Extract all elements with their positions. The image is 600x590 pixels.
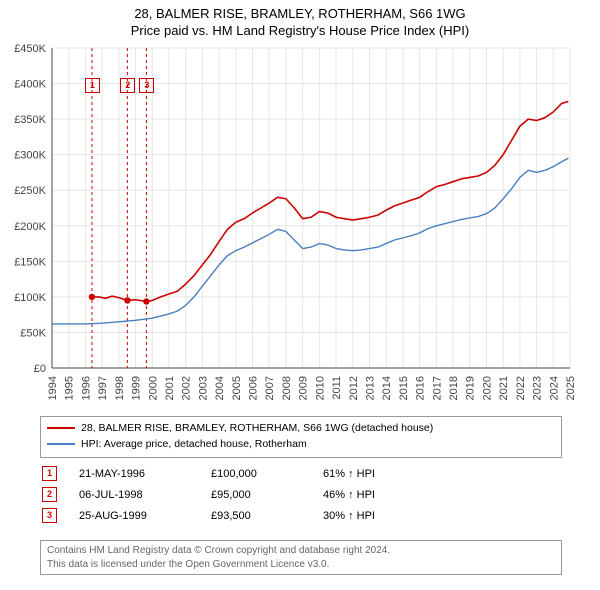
sale-date: 06-JUL-1998 [79,485,209,504]
svg-text:2005: 2005 [231,376,243,400]
sale-price: £100,000 [211,464,321,483]
svg-text:2017: 2017 [431,376,443,400]
svg-text:2008: 2008 [281,376,293,400]
svg-text:2012: 2012 [348,376,360,400]
svg-text:2003: 2003 [197,376,209,400]
sale-marker-icon: 3 [42,508,57,523]
footer-line-1: Contains HM Land Registry data © Crown c… [47,544,555,558]
svg-text:£0: £0 [34,363,46,375]
svg-text:£350K: £350K [14,114,46,126]
svg-text:2015: 2015 [398,376,410,400]
svg-text:2023: 2023 [532,376,544,400]
sales-table: 1 21-MAY-1996£100,00061% ↑ HPI 2 06-JUL-199… [40,462,387,527]
legend-label: HPI: Average price, detached house, Roth… [81,438,307,450]
svg-text:£400K: £400K [14,79,46,91]
svg-text:2006: 2006 [248,376,260,400]
svg-text:1999: 1999 [131,376,143,400]
svg-text:2016: 2016 [415,376,427,400]
svg-text:£100K: £100K [14,292,46,304]
svg-text:2013: 2013 [364,376,376,400]
svg-text:2019: 2019 [465,376,477,400]
svg-text:2002: 2002 [181,376,193,400]
svg-text:2021: 2021 [498,376,510,400]
legend-swatch [47,443,75,445]
svg-text:£200K: £200K [14,221,46,233]
footer-line-2: This data is licensed under the Open Gov… [47,558,555,572]
svg-text:2009: 2009 [298,376,310,400]
svg-text:1994: 1994 [47,376,59,400]
legend-item: HPI: Average price, detached house, Roth… [47,437,555,453]
svg-text:£150K: £150K [14,256,46,268]
sale-marker-icon: 2 [42,487,57,502]
table-row: 1 21-MAY-1996£100,00061% ↑ HPI [42,464,385,483]
sale-price: £93,500 [211,506,321,525]
svg-text:£300K: £300K [14,150,46,162]
sale-date: 25-AUG-1999 [79,506,209,525]
svg-text:2020: 2020 [481,376,493,400]
legend-box: 28, BALMER RISE, BRAMLEY, ROTHERHAM, S66… [40,416,562,458]
sale-date: 21-MAY-1996 [79,464,209,483]
svg-text:£250K: £250K [14,185,46,197]
svg-text:1997: 1997 [97,376,109,400]
legend-item: 28, BALMER RISE, BRAMLEY, ROTHERHAM, S66… [47,421,555,437]
svg-text:2007: 2007 [264,376,276,400]
svg-text:2018: 2018 [448,376,460,400]
sale-pct: 30% ↑ HPI [323,506,385,525]
svg-text:1998: 1998 [114,376,126,400]
footer-box: Contains HM Land Registry data © Crown c… [40,540,562,575]
table-row: 3 25-AUG-1999£93,50030% ↑ HPI [42,506,385,525]
svg-text:2004: 2004 [214,376,226,400]
sale-pct: 46% ↑ HPI [323,485,385,504]
svg-text:2024: 2024 [548,376,560,400]
chart-sale-marker: 3 [139,78,154,93]
legend-swatch [47,427,75,429]
svg-text:2000: 2000 [147,376,159,400]
svg-text:2022: 2022 [515,376,527,400]
svg-text:2025: 2025 [565,376,577,400]
svg-text:2010: 2010 [314,376,326,400]
svg-text:2014: 2014 [381,376,393,400]
chart-sale-marker: 1 [85,78,100,93]
svg-text:1996: 1996 [80,376,92,400]
svg-text:£450K: £450K [14,43,46,55]
chart-sale-marker: 2 [120,78,135,93]
chart-canvas: £0 £50K £100K £150K £200K £250K £300K £350K £400… [0,0,600,420]
legend-label: 28, BALMER RISE, BRAMLEY, ROTHERHAM, S66… [81,422,433,434]
table-row: 2 06-JUL-1998£95,00046% ↑ HPI [42,485,385,504]
svg-text:2011: 2011 [331,376,343,400]
sale-price: £95,000 [211,485,321,504]
svg-text:1995: 1995 [64,376,76,400]
sale-pct: 61% ↑ HPI [323,464,385,483]
svg-text:£50K: £50K [20,327,46,339]
sale-marker-icon: 1 [42,466,57,481]
svg-text:2001: 2001 [164,376,176,400]
